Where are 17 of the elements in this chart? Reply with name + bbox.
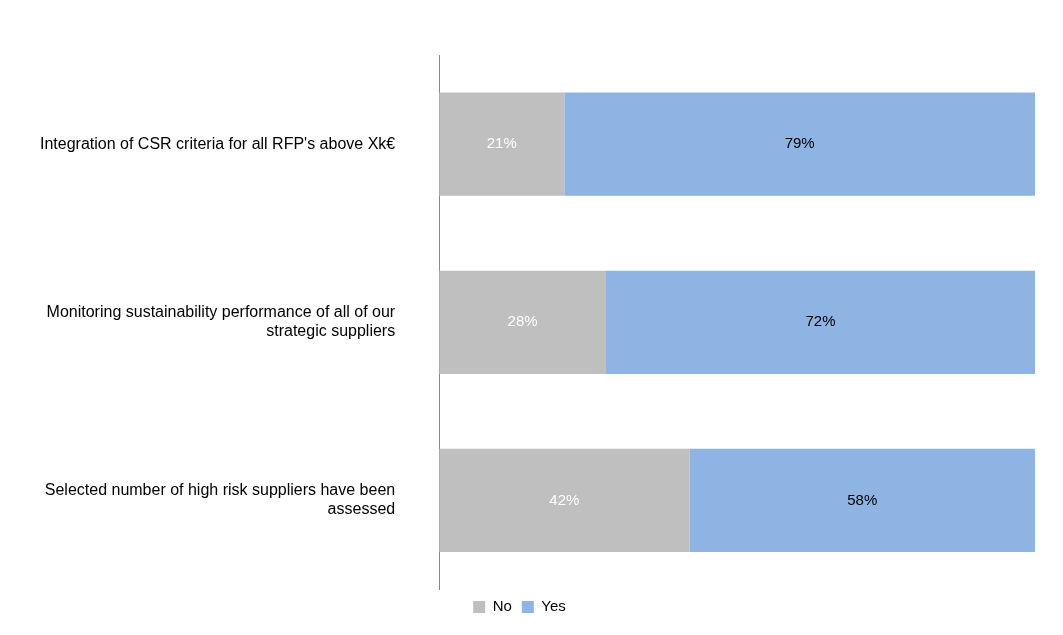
data-label: 79% (784, 134, 815, 152)
data-label: 28% (507, 312, 538, 330)
y-tick-label: Monitoring sustainability performance of all of our strategic suppliers (46, 303, 396, 340)
legend-label: No (492, 597, 512, 615)
bar (439, 270, 607, 374)
bar (606, 270, 1035, 374)
bar (439, 92, 565, 196)
data-label: 58% (847, 490, 878, 508)
data-label: 21% (486, 134, 517, 152)
bar (439, 448, 690, 553)
y-tick-label: Integration of CSR criteria for all RFP's above Xk€ (40, 134, 396, 152)
legend-label: Yes (541, 597, 566, 615)
bar (689, 448, 1035, 553)
y-tick-label: Selected number of high risk suppliers have been assessed (44, 481, 396, 518)
bar (564, 92, 1035, 196)
data-label: 42% (549, 490, 580, 508)
data-label: 72% (805, 312, 836, 330)
